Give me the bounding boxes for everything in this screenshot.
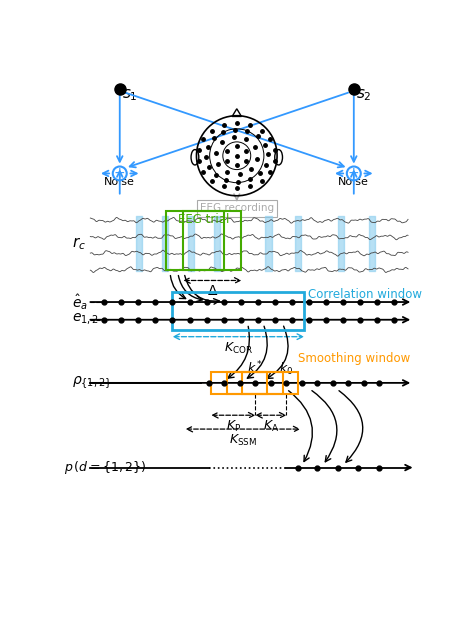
Text: $s_1$: $s_1$ (122, 87, 138, 103)
Text: $r_c$: $r_c$ (72, 235, 85, 252)
Text: $K_{\mathrm{A}}$: $K_{\mathrm{A}}$ (263, 419, 279, 434)
Text: $K_{\mathrm{SSM}}$: $K_{\mathrm{SSM}}$ (229, 433, 257, 448)
Bar (211, 372, 267, 394)
Text: $e_{1,2}$: $e_{1,2}$ (72, 312, 98, 327)
Text: EEG trial: EEG trial (178, 213, 230, 226)
Text: $\rho_{\{1,2\}}$: $\rho_{\{1,2\}}$ (72, 375, 111, 391)
Bar (172, 292, 304, 329)
Text: +: + (348, 167, 359, 180)
Text: Correlation window: Correlation window (308, 288, 422, 301)
Text: EEG recording: EEG recording (200, 203, 274, 213)
Text: $K_{\mathrm{P}}$: $K_{\mathrm{P}}$ (226, 419, 241, 434)
Text: Noise: Noise (104, 177, 135, 187)
Text: $s_2$: $s_2$ (356, 87, 372, 103)
Text: Smoothing window: Smoothing window (298, 352, 410, 365)
Text: $k_0$: $k_0$ (279, 361, 293, 377)
Text: +: + (114, 167, 126, 180)
Text: $\Delta$: $\Delta$ (207, 283, 218, 298)
Bar (166, 211, 225, 270)
Bar (242, 372, 298, 394)
Text: $\hat{e}_a$: $\hat{e}_a$ (72, 292, 88, 312)
Bar (183, 211, 242, 270)
Bar (227, 372, 282, 394)
Text: $K_{\mathrm{COR}}$: $K_{\mathrm{COR}}$ (224, 341, 253, 356)
Text: $k^*$: $k^*$ (247, 360, 263, 377)
Text: Noise: Noise (338, 177, 369, 187)
Text: $p\,(d=\{1,2\})$: $p\,(d=\{1,2\})$ (64, 459, 146, 476)
